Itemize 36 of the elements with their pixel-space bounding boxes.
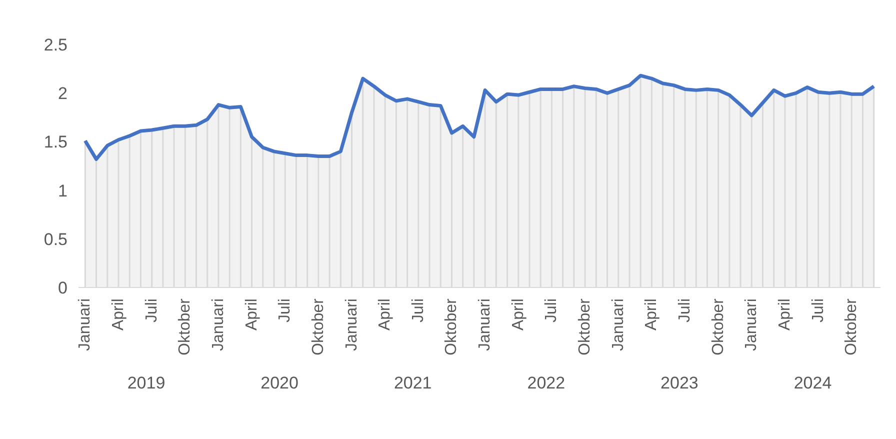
x-tick-label: April — [643, 298, 660, 331]
y-tick-label: 1 — [58, 181, 68, 200]
text: 2019 — [127, 374, 166, 392]
x-tick-label: Oktober — [843, 298, 860, 356]
x-tick-label: April — [243, 298, 260, 331]
x-tick-label: Juli — [410, 298, 427, 323]
x-tick-label: Januari — [210, 298, 227, 351]
x-tick-label: Juli — [143, 298, 160, 323]
x-tick-label: Juli — [276, 298, 294, 323]
x-tick-label: Juli — [543, 298, 560, 323]
y-tick-label: 1.5 — [44, 132, 68, 152]
x-tick-label: April — [110, 298, 127, 331]
x-tick-label: Oktober — [710, 298, 727, 356]
text: 2024 — [794, 374, 832, 392]
text: 2022 — [527, 374, 566, 392]
text: 2020 — [260, 374, 298, 392]
x-tick-label: April — [510, 298, 527, 331]
x-tick-label: Januari — [610, 298, 627, 351]
x-tick-label: Juli — [810, 298, 827, 323]
x-tick-label: Januari — [743, 298, 760, 351]
y-tick-label: 2 — [58, 84, 68, 104]
y-tick-label: 2.5 — [44, 36, 68, 54]
text: 2021 — [394, 374, 432, 392]
y-tick-label: 0.5 — [44, 230, 68, 249]
y-tick-label: 0 — [58, 278, 68, 298]
x-tick-label: Januari — [76, 298, 94, 351]
x-tick-label: Oktober — [443, 298, 460, 356]
x-tick-label: Juli — [676, 298, 694, 323]
x-tick-label: Januari — [343, 298, 360, 351]
x-tick-label: Oktober — [310, 298, 327, 356]
x-tick-label: Januari — [476, 298, 494, 351]
x-tick-label: April — [776, 298, 794, 331]
x-tick-label: April — [376, 298, 394, 331]
text: 2023 — [660, 374, 698, 392]
x-tick-label: Oktober — [576, 298, 594, 356]
x-tick-label: Oktober — [176, 298, 194, 356]
